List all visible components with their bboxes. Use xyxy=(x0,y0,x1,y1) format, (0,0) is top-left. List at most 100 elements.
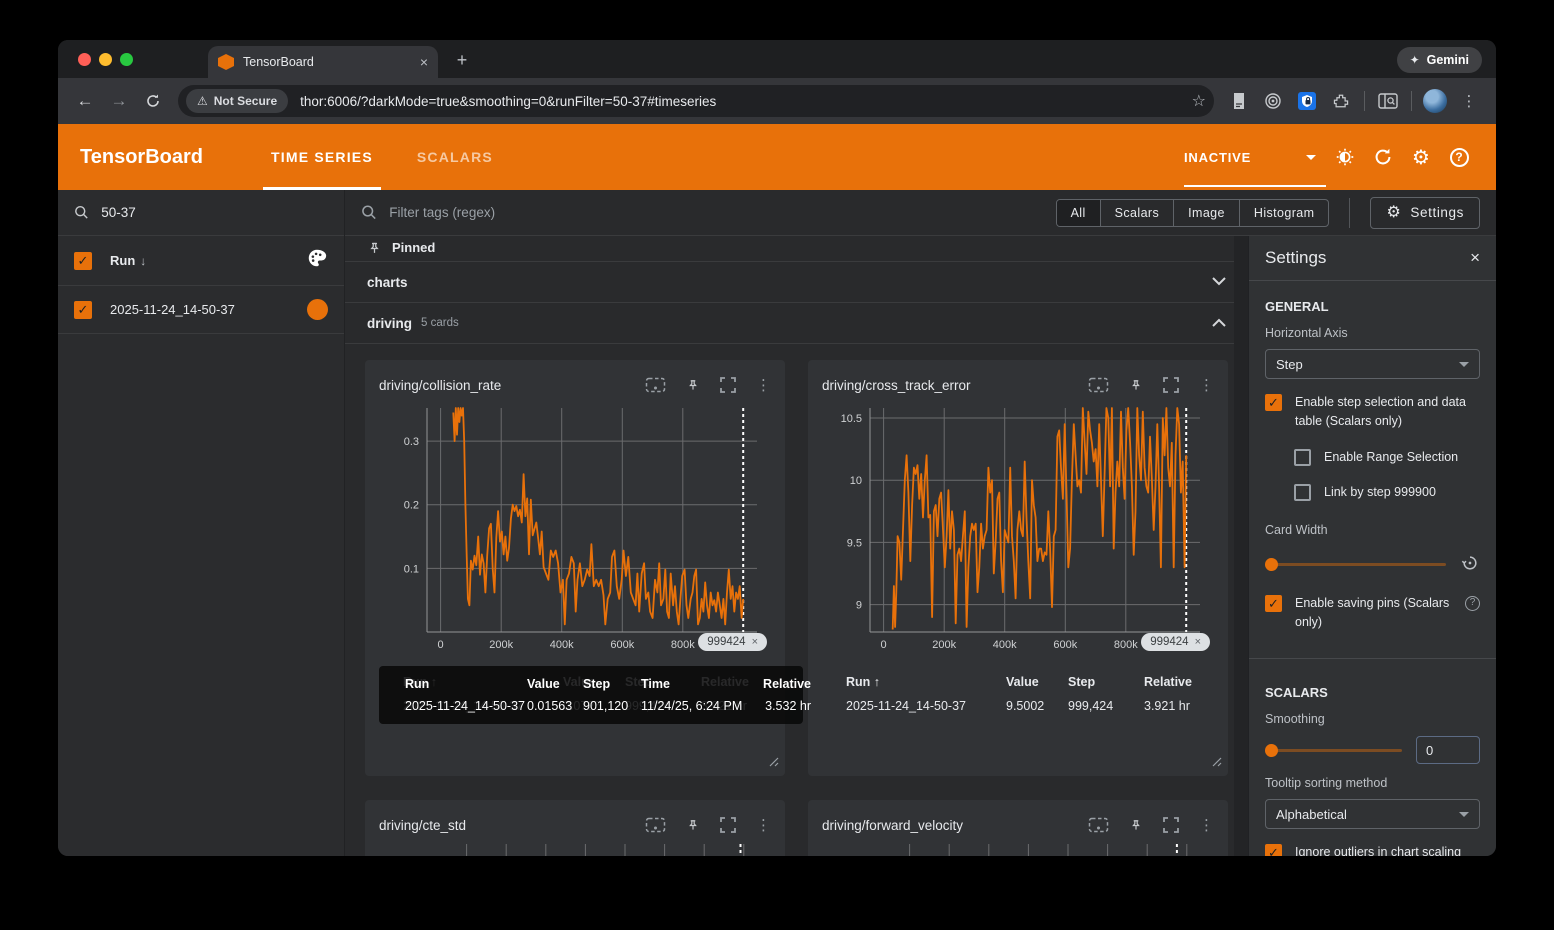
refresh-icon[interactable] xyxy=(1364,138,1402,176)
step-column-header[interactable]: Step xyxy=(1068,675,1096,689)
back-icon[interactable]: ← xyxy=(76,91,94,110)
url-bar[interactable]: ⚠ Not Secure thor:6006/?darkMode=true&sm… xyxy=(178,85,1214,117)
card-cte-std: driving/cte_std ⋮ 3.5 xyxy=(365,800,785,856)
fullscreen-icon[interactable] xyxy=(1163,817,1179,833)
resize-handle[interactable] xyxy=(1212,754,1222,772)
shield-extension-icon[interactable] xyxy=(1292,86,1322,116)
side-search-icon[interactable] xyxy=(1373,86,1403,116)
reset-card-width-icon[interactable] xyxy=(1460,553,1480,576)
runs-column-header[interactable]: Run ↓ xyxy=(110,253,147,268)
close-icon[interactable]: × xyxy=(1470,248,1480,267)
zoom-window-button[interactable] xyxy=(120,53,133,66)
close-window-button[interactable] xyxy=(78,53,91,66)
step-selector-pill[interactable]: 999424 × xyxy=(698,633,767,651)
saving-pins-option[interactable]: ✓ Enable saving pins (Scalars only) ? xyxy=(1265,594,1480,633)
target-icon[interactable] xyxy=(1258,86,1288,116)
close-tab-icon[interactable]: × xyxy=(419,54,428,70)
filter-all-button[interactable]: All xyxy=(1056,199,1100,226)
reload-icon[interactable] xyxy=(138,86,168,116)
cards-scroll-area[interactable]: Pinned charts driving 5 cards xyxy=(345,236,1248,856)
card-menu-icon[interactable]: ⋮ xyxy=(1199,817,1214,834)
reload-status-select[interactable]: INACTIVE xyxy=(1184,128,1326,187)
ignore-outliers-option[interactable]: ✓ Ignore outliers in chart scaling xyxy=(1265,843,1480,856)
browser-menu-icon[interactable]: ⋮ xyxy=(1461,93,1477,110)
fit-to-data-icon[interactable] xyxy=(1088,817,1109,833)
gear-icon[interactable]: ⚙ xyxy=(1412,146,1430,169)
card-menu-icon[interactable]: ⋮ xyxy=(1199,377,1214,394)
extensions-puzzle-icon[interactable] xyxy=(1326,86,1356,116)
tag-filter-input[interactable] xyxy=(389,205,1046,220)
fit-to-data-icon[interactable] xyxy=(645,817,666,833)
filter-histogram-button[interactable]: Histogram xyxy=(1238,199,1329,226)
pin-icon[interactable] xyxy=(686,377,700,394)
fit-to-data-icon[interactable] xyxy=(1088,377,1109,393)
run-row[interactable]: ✓ 2025-11-24_14-50-37 xyxy=(58,286,344,334)
pin-icon[interactable] xyxy=(1129,817,1143,834)
url-text[interactable]: thor:6006/?darkMode=true&smoothing=0&run… xyxy=(300,93,717,109)
checkbox[interactable]: ✓ xyxy=(1265,844,1282,856)
settings-button[interactable]: ⚙ Settings xyxy=(1370,196,1480,229)
tooltip-sorting-select[interactable]: Alphabetical xyxy=(1265,799,1480,830)
settings-panel: Settings × GENERAL Horizontal Axis Step … xyxy=(1248,236,1496,856)
step-selection-option[interactable]: ✓ Enable step selection and data table (… xyxy=(1265,393,1480,432)
resize-handle[interactable] xyxy=(769,754,779,772)
new-tab-button[interactable]: + xyxy=(456,50,468,70)
clear-step-icon[interactable]: × xyxy=(1194,636,1201,648)
checkbox[interactable] xyxy=(1294,484,1311,502)
run-search[interactable] xyxy=(58,190,344,236)
run-checkbox[interactable]: ✓ xyxy=(74,300,92,319)
minimize-window-button[interactable] xyxy=(99,53,112,66)
charts-group-header[interactable]: charts xyxy=(345,262,1248,303)
checkbox[interactable]: ✓ xyxy=(1265,394,1282,411)
smoothing-input[interactable] xyxy=(1416,736,1480,765)
horizontal-axis-select[interactable]: Step xyxy=(1265,349,1480,379)
forward-icon[interactable]: → xyxy=(110,91,128,110)
step-selector-pill[interactable]: 999424 × xyxy=(1141,633,1210,651)
select-all-runs-checkbox[interactable]: ✓ xyxy=(74,251,92,270)
clear-step-icon[interactable]: × xyxy=(751,636,758,648)
checkbox[interactable] xyxy=(1294,448,1311,466)
fullscreen-icon[interactable] xyxy=(1163,377,1179,393)
chevron-up-icon xyxy=(1212,314,1226,332)
run-column-header[interactable]: Run ↑ xyxy=(846,675,881,689)
dark-mode-toggle-icon[interactable] xyxy=(1326,138,1364,176)
gemini-button[interactable]: ✦ Gemini xyxy=(1396,47,1482,73)
filter-scalars-button[interactable]: Scalars xyxy=(1099,199,1173,226)
bookmark-star-icon[interactable]: ☆ xyxy=(1191,93,1206,110)
security-chip[interactable]: ⚠ Not Secure xyxy=(186,89,289,113)
card-menu-icon[interactable]: ⋮ xyxy=(756,377,771,394)
value-column-header[interactable]: Value xyxy=(1006,675,1039,689)
tag-filter[interactable] xyxy=(361,204,1046,221)
cte-std-chart[interactable]: 3.5 xyxy=(379,844,771,856)
link-by-step-option[interactable]: Link by step 999900 xyxy=(1294,483,1480,502)
tab-scalars[interactable]: SCALARS xyxy=(416,149,493,165)
fullscreen-icon[interactable] xyxy=(720,377,736,393)
relative-column-header[interactable]: Relative xyxy=(1144,675,1192,689)
tensorboard-logo[interactable]: TensorBoard xyxy=(80,145,203,168)
cross-track-error-chart[interactable]: 9 9.5 10 10.5 0 200k 400k 600k 800k xyxy=(822,404,1214,654)
driving-group-header[interactable]: driving 5 cards xyxy=(345,303,1248,344)
card-menu-icon[interactable]: ⋮ xyxy=(756,817,771,834)
avatar[interactable] xyxy=(1420,86,1450,116)
collision-rate-chart[interactable]: 0.1 0.2 0.3 0 200k 400k 600k 800k xyxy=(379,404,771,654)
smoothing-slider[interactable] xyxy=(1265,743,1402,758)
fit-to-data-icon[interactable] xyxy=(645,377,666,393)
help-icon[interactable]: ? xyxy=(1440,138,1478,176)
pin-icon[interactable] xyxy=(1129,377,1143,394)
range-selection-option[interactable]: Enable Range Selection xyxy=(1294,448,1480,467)
filter-image-button[interactable]: Image xyxy=(1173,199,1239,226)
tab-time-series[interactable]: TIME SERIES xyxy=(249,124,395,190)
card-width-slider[interactable] xyxy=(1265,557,1446,571)
table-row[interactable]: 2025-11-24_14-50-37 9.5002 999,424 3.921… xyxy=(846,699,1190,713)
run-search-input[interactable] xyxy=(101,205,328,220)
header-actions: INACTIVE ⚙ ? xyxy=(1184,128,1478,187)
fullscreen-icon[interactable] xyxy=(720,817,736,833)
reading-list-icon[interactable] xyxy=(1224,86,1254,116)
forward-velocity-chart[interactable] xyxy=(822,844,1214,856)
help-icon[interactable]: ? xyxy=(1465,595,1480,611)
browser-tab[interactable]: TensorBoard × xyxy=(208,46,438,78)
pin-icon[interactable] xyxy=(686,817,700,834)
palette-icon[interactable] xyxy=(306,247,328,274)
checkbox[interactable]: ✓ xyxy=(1265,594,1282,612)
run-color-swatch[interactable] xyxy=(307,299,328,320)
